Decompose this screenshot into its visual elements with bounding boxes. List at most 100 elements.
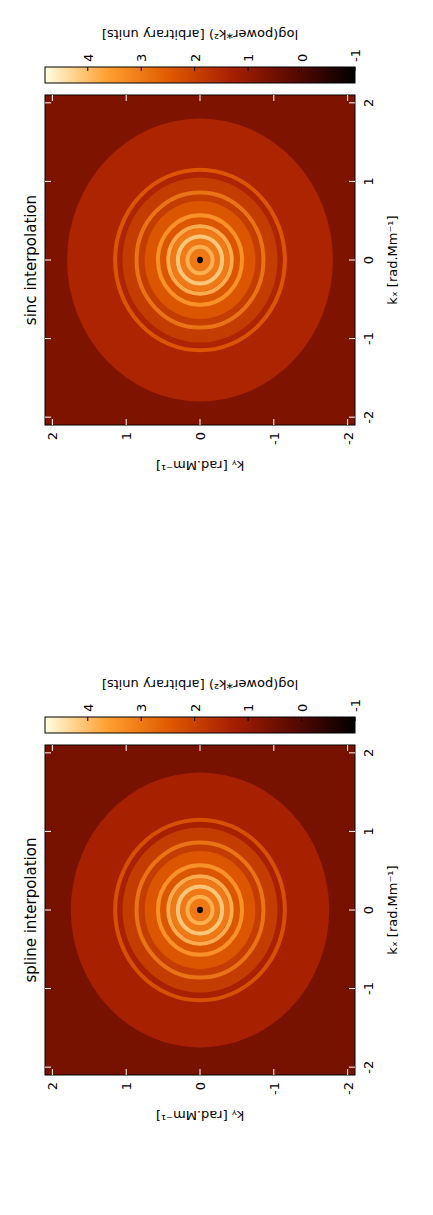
y-tick-label: 1 [119,1082,134,1090]
colorbar-title: log(power*k²) [arbitrary units] [102,27,298,42]
y-tick-label: 1 [119,432,134,440]
colorbar-tick-label: 0 [295,54,310,62]
colorbar-tick [301,717,302,721]
x-tick [45,181,51,182]
y-tick-label: -2 [341,1082,356,1095]
y-tick [52,95,53,101]
y-tick [347,745,348,751]
power-level [123,178,278,343]
y-tick [126,95,127,101]
power-level [45,745,355,1075]
power-ring [187,897,212,924]
colorbar-title: log(power*k²) [arbitrary units] [102,677,298,692]
y-tick [52,419,53,425]
y-tick-label: 0 [193,432,208,440]
x-tick [45,260,51,261]
panel-title: sinc interpolation [22,195,40,325]
colorbar-tick-label: 4 [81,704,96,712]
x-tick [349,260,355,261]
y-tick [52,1069,53,1075]
x-tick-label: -2 [361,411,376,424]
y-tick [200,95,201,101]
x-tick-label: 0 [361,906,376,914]
y-tick-label: -1 [267,432,282,445]
power-level [67,119,333,402]
x-tick-label: -1 [361,982,376,995]
colorbar-tick [87,67,88,71]
power-level [145,851,256,969]
y-tick [347,1069,348,1075]
x-tick [45,417,51,418]
panel: -2-1012-2-1012spline interpolationkₓ [ra… [0,674,421,1145]
x-tick-label: 0 [361,256,376,264]
colorbar-tick [141,67,142,71]
colorbar-tick [194,67,195,71]
colorbar-tick [87,717,88,721]
power-level [45,95,355,425]
heatmap [45,95,355,425]
colorbar-tick [194,717,195,721]
y-tick-label: 2 [45,1082,60,1090]
y-axis-title: kᵧ [rad.Mm⁻¹] [156,458,244,473]
power-ring [115,170,285,351]
x-tick [349,102,355,103]
power-ring [187,247,212,274]
y-tick [200,745,201,751]
x-tick [349,338,355,339]
power-ring [158,215,242,305]
colorbar-tick-label: 4 [81,54,96,62]
x-tick [349,181,355,182]
x-axis-title: kₓ [rad.Mm⁻¹] [385,865,400,954]
x-tick [45,910,51,911]
power-level [123,828,278,993]
power-ring [178,236,222,283]
x-tick-label: 2 [361,749,376,757]
power-ring [137,842,264,977]
plot-frame [45,745,355,1075]
x-axis-title: kₓ [rad.Mm⁻¹] [385,215,400,304]
x-tick [349,831,355,832]
y-tick-label: 0 [193,1082,208,1090]
colorbar-tick [301,67,302,71]
y-tick [200,1069,201,1075]
y-tick [200,419,201,425]
x-tick [45,338,51,339]
colorbar-tick-label: 3 [134,704,149,712]
colorbar-tick [355,717,356,721]
power-level [170,229,229,292]
power-level [71,773,329,1048]
power-level [197,907,203,913]
y-tick [52,745,53,751]
y-tick [273,95,274,101]
figure: -2 -1 0 1 2 -2 -1 0 1 2 spline interpolation kₓ [ra… [0,0,433,1215]
colorbar-tick-label: -1 [348,49,363,62]
y-tick [347,419,348,425]
x-tick-label: -1 [361,332,376,345]
power-level [197,257,203,263]
x-tick [45,1067,51,1068]
power-ring [158,865,242,955]
colorbar [45,67,355,83]
power-ring [137,192,264,327]
power-level [145,201,256,319]
power-ring [178,886,222,933]
colorbar-tick-label: 2 [188,54,203,62]
colorbar-tick-label: 1 [241,54,256,62]
x-tick [45,102,51,103]
x-tick [45,831,51,832]
y-tick-label: 2 [45,432,60,440]
x-tick [349,910,355,911]
colorbar-tick-label: 3 [134,54,149,62]
y-tick [126,745,127,751]
panel-title: spline interpolation [22,838,40,983]
y-axis-title: kᵧ [rad.Mm⁻¹] [156,1108,244,1123]
y-tick [126,419,127,425]
colorbar [45,717,355,733]
x-tick [349,1067,355,1068]
colorbar-tick-label: 1 [241,704,256,712]
x-tick-label: -2 [361,1061,376,1074]
y-tick [273,745,274,751]
x-tick [45,988,51,989]
y-tick [273,419,274,425]
colorbar-tick-label: 2 [188,704,203,712]
